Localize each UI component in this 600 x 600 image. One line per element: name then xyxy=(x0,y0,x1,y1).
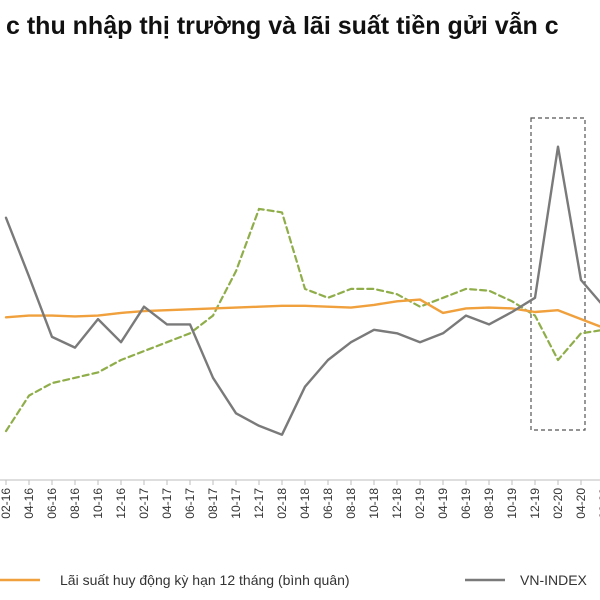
x-tick-label: 06-18 xyxy=(321,488,335,519)
x-tick-label: 02-20 xyxy=(551,488,565,519)
x-tick-label: 06-16 xyxy=(45,488,59,519)
x-tick-label: 04-16 xyxy=(22,488,36,519)
x-tick-label: 12-19 xyxy=(528,488,542,519)
series-line-unlabeled-dashed xyxy=(4,207,600,433)
x-tick-label: 12-17 xyxy=(252,488,266,519)
x-tick-label: 08-19 xyxy=(482,488,496,519)
x-tick-label: 10-16 xyxy=(91,488,105,519)
x-tick-label: 04-20 xyxy=(574,488,588,519)
x-tick-label: 12-16 xyxy=(114,488,128,519)
x-tick-label: 02-16 xyxy=(0,488,13,519)
x-tick-label: 10-17 xyxy=(229,488,243,519)
x-tick-label: 02-19 xyxy=(413,488,427,519)
x-tick-label: 08-17 xyxy=(206,488,220,519)
x-tick-label: 04-18 xyxy=(298,488,312,519)
chart-title: c thu nhập thị trường và lãi suất tiền g… xyxy=(6,12,559,40)
x-tick-label: 06-17 xyxy=(183,488,197,519)
highlight-box xyxy=(530,117,586,431)
series-line-deposit-rate xyxy=(4,298,600,328)
x-tick-label: 08-18 xyxy=(344,488,358,519)
x-tick-label: 06-20 xyxy=(597,488,600,519)
x-tick-label: 04-19 xyxy=(436,488,450,519)
x-tick-label: 06-19 xyxy=(459,488,473,519)
legend-label-deposit-rate: Lãi suất huy động kỳ hạn 12 tháng (bình … xyxy=(60,572,350,588)
x-tick-label: 12-18 xyxy=(390,488,404,519)
x-tick-label: 08-16 xyxy=(68,488,82,519)
series-line-vn-index xyxy=(4,145,600,436)
legend-label-vn-index: VN-INDEX xyxy=(520,572,588,588)
x-tick-label: 10-18 xyxy=(367,488,381,519)
x-tick-label: 04-17 xyxy=(160,488,174,519)
x-tick-label: 02-18 xyxy=(275,488,289,519)
x-tick-label: 10-19 xyxy=(505,488,519,519)
x-tick-label: 02-17 xyxy=(137,488,151,519)
